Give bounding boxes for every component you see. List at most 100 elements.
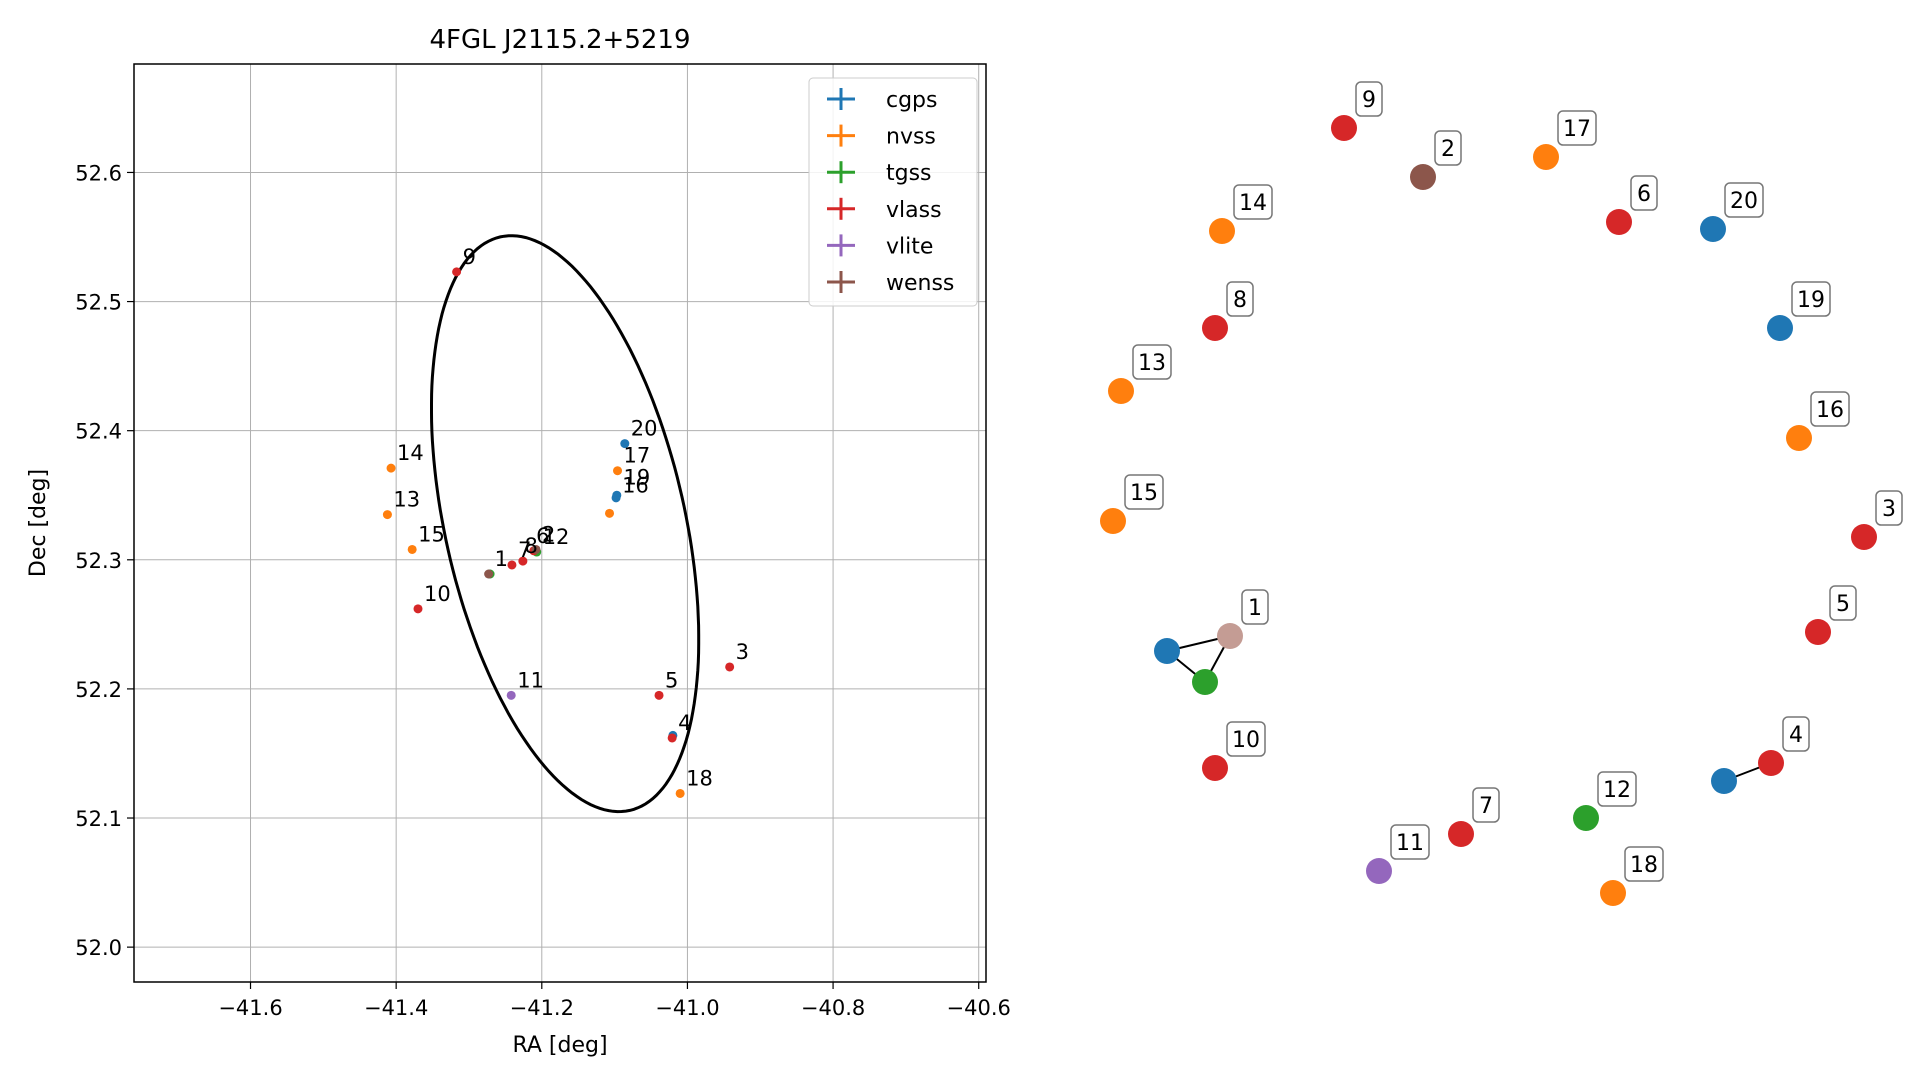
graph-node-tgss <box>1192 669 1218 695</box>
graph-node-3 <box>1851 524 1877 550</box>
graph-node-14 <box>1209 218 1235 244</box>
graph-node-20 <box>1700 216 1726 242</box>
legend-label-vlass: vlass <box>886 198 942 223</box>
graph-node-label-box <box>1233 184 1273 220</box>
graph-node-label: 4 <box>1789 723 1803 748</box>
graph-node-label: 14 <box>1239 191 1267 216</box>
point-nvss-13 <box>382 510 392 520</box>
legend: cgps nvss tgss vlass vlite wenss <box>808 77 978 307</box>
graph-node-15 <box>1100 508 1126 534</box>
graph-node-label: 9 <box>1362 88 1376 113</box>
graph-node-label: 2 <box>1441 137 1455 162</box>
graph-node-label-box <box>1724 182 1764 218</box>
graph-node-label: 3 <box>1882 497 1896 522</box>
graph-node-label-box <box>1829 585 1857 621</box>
point-label-15: 15 <box>418 522 445 546</box>
point-label-2: 2 <box>542 522 555 546</box>
point-wenss-1 <box>484 569 494 579</box>
graph-node-label: 20 <box>1730 189 1758 214</box>
graph-node-label-box <box>1124 474 1164 510</box>
graph-node-label-box <box>1355 81 1383 117</box>
graph-node-9 <box>1331 115 1357 141</box>
point-label-7: 7 <box>518 538 531 562</box>
graph-node-1 <box>1217 623 1243 649</box>
point-label-6: 6 <box>536 524 549 548</box>
graph-node-16 <box>1786 425 1812 451</box>
graph-node-label: 16 <box>1816 398 1844 423</box>
y-tick-label: 52.5 <box>75 291 122 315</box>
y-tick-label: 52.1 <box>75 807 122 831</box>
plot-frame <box>133 63 987 983</box>
point-nvss-16 <box>605 508 615 518</box>
graph-node-label-box <box>1624 846 1664 882</box>
chart-title: 4FGL J2115.2+5219 <box>430 25 691 55</box>
graph-node-19 <box>1767 315 1793 341</box>
graph-edges <box>1166 635 1772 782</box>
point-label-3: 3 <box>736 640 749 664</box>
graph-node-label-box <box>1810 391 1850 427</box>
y-axis-label: Dec [deg] <box>26 469 51 577</box>
y-tick-label: 52.0 <box>75 936 122 960</box>
point-label-16: 16 <box>622 473 649 497</box>
point-vlass-3 <box>725 662 735 672</box>
legend-label-cgps: cgps <box>886 88 938 113</box>
graph-node-label-box <box>1791 281 1831 317</box>
graph-node-label-box <box>1241 589 1269 625</box>
point-nvss-17 <box>613 466 623 476</box>
graph-node-17 <box>1533 144 1559 170</box>
point-label-9: 9 <box>463 245 476 269</box>
graph-nodes: 9 2 17 6 20 14 8 19 13 16 15 3 5 1 10 4 12 7 11 18 <box>1100 81 1903 906</box>
graph-node-6 <box>1606 209 1632 235</box>
graph-node-label: 6 <box>1637 182 1651 207</box>
error-ellipse <box>430 234 701 814</box>
graph-node-label-box <box>1597 771 1637 807</box>
point-vlass-10 <box>413 604 423 614</box>
point-label-17: 17 <box>624 444 651 468</box>
graph-node-label-box <box>1226 721 1266 757</box>
graph-node-label-box <box>1630 175 1658 211</box>
graph-node-label: 17 <box>1563 117 1591 142</box>
point-label-1: 1 <box>495 547 508 571</box>
graph-node-label: 15 <box>1130 481 1158 506</box>
graph-node-label: 1 <box>1248 596 1262 621</box>
legend-label-tgss: tgss <box>886 161 932 186</box>
point-vlass-5 <box>654 690 664 700</box>
graph-node-label-box <box>1390 824 1430 860</box>
graph-node-8 <box>1202 315 1228 341</box>
x-axis-label: RA [deg] <box>512 1033 607 1058</box>
point-nvss-18 <box>675 788 685 798</box>
point-vlass-7 <box>507 560 517 570</box>
graph-node-label-box <box>1472 787 1500 823</box>
graph-node-cgps <box>1711 768 1737 794</box>
point-label-5: 5 <box>665 668 678 692</box>
point-label-13: 13 <box>393 488 420 512</box>
graph-node-cgps <box>1154 638 1180 664</box>
y-tick-label: 52.2 <box>75 678 122 702</box>
graph-node-label: 5 <box>1836 592 1850 617</box>
graph-node-5 <box>1805 619 1831 645</box>
point-wenss-2 <box>531 544 541 554</box>
point-vlass-9 <box>452 267 462 277</box>
point-nvss-14 <box>386 463 396 473</box>
graph-node-11 <box>1366 858 1392 884</box>
point-label-14: 14 <box>397 441 424 465</box>
graph-node-18 <box>1600 880 1626 906</box>
graph-node-label: 13 <box>1138 351 1166 376</box>
point-vlite-11 <box>506 690 516 700</box>
y-tick-label: 52.6 <box>75 161 122 185</box>
point-label-20: 20 <box>631 417 658 441</box>
legend-label-wenss: wenss <box>886 271 954 296</box>
graph-node-label: 11 <box>1396 831 1424 856</box>
point-label-11: 11 <box>517 668 544 692</box>
graph-node-label: 12 <box>1603 778 1631 803</box>
point-label-4: 4 <box>678 711 691 735</box>
point-vlass-4 <box>667 733 677 743</box>
graph-node-label: 7 <box>1479 794 1493 819</box>
point-cgps-20 <box>620 439 630 449</box>
graph-node-label-box <box>1226 281 1254 317</box>
point-cgps-19 <box>612 490 622 500</box>
sky-map-panel: 4FGL J2115.2+5219 1234567891011121314151… <box>26 25 1011 1058</box>
graph-node-label-box <box>1132 344 1172 380</box>
graph-node-label-box <box>1557 110 1597 146</box>
graph-node-label: 19 <box>1797 288 1825 313</box>
